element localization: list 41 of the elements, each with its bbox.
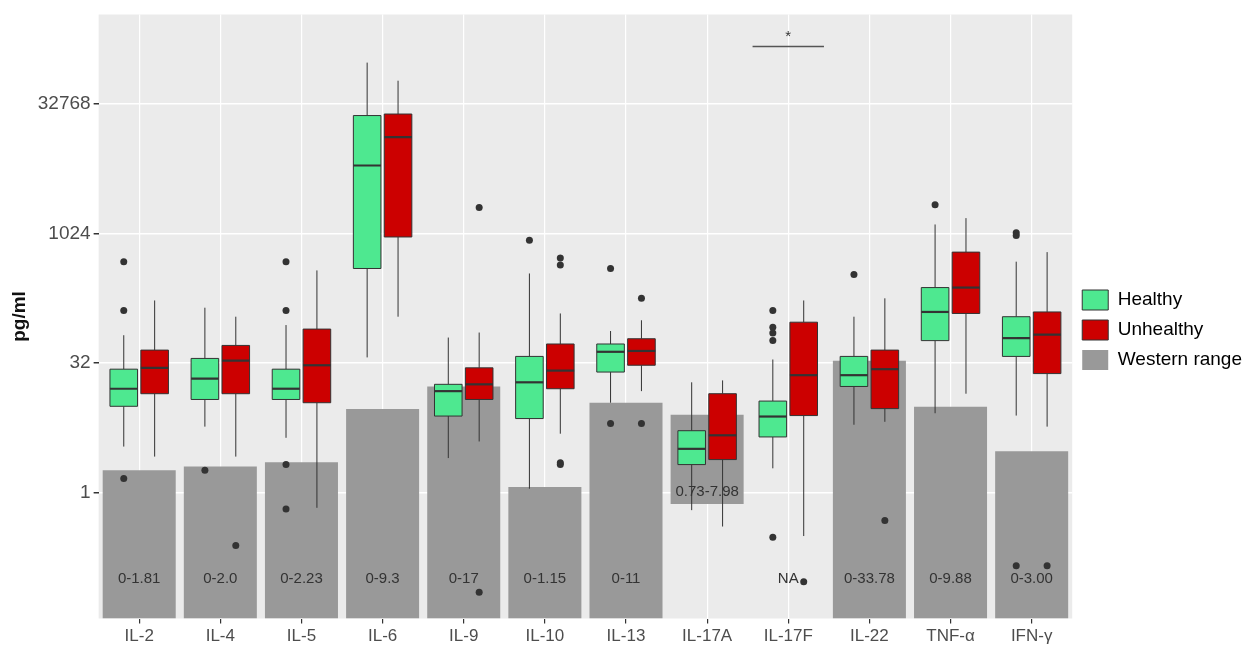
data-label: 0-3.00 xyxy=(1010,568,1053,586)
x-tick-label: IL-13 xyxy=(606,626,646,646)
bar xyxy=(589,402,663,619)
bar xyxy=(914,406,988,619)
x-tick-label: IL-10 xyxy=(525,626,565,646)
bar xyxy=(508,487,582,619)
y-tick-label: 1 xyxy=(80,480,91,502)
bar xyxy=(102,470,176,619)
text: NA xyxy=(777,568,799,586)
x-tick-label: IL-17F xyxy=(763,626,813,646)
data-label: 0-1.81 xyxy=(117,568,161,586)
y-tick-label: 32768 xyxy=(37,92,91,114)
bar xyxy=(183,466,257,619)
x-tick-label: IFN-γ xyxy=(1010,626,1053,646)
legend-label: Unhealthy xyxy=(1117,318,1204,340)
x-tick-label: IL-2 xyxy=(124,626,154,646)
bar xyxy=(995,451,1069,619)
data-label: 0-9.88 xyxy=(929,568,972,586)
data-label: 0-11 xyxy=(611,568,641,586)
x-tick-label: IL-5 xyxy=(286,626,317,646)
data-label: 0-9.3 xyxy=(365,568,400,586)
bar xyxy=(346,409,420,619)
legend-label: Healthy xyxy=(1117,288,1183,310)
x-tick-label: IL-9 xyxy=(449,626,479,646)
bar xyxy=(427,386,501,619)
y-tick-label: 32 xyxy=(69,351,91,373)
x-tick-label: TNF-α xyxy=(926,626,975,646)
bar xyxy=(264,462,338,619)
data-label: 0-2.23 xyxy=(280,568,323,586)
data-label: 0-17 xyxy=(448,568,479,586)
x-tick-label: IL-22 xyxy=(850,626,889,646)
data-label: 0-33.78 xyxy=(843,568,895,586)
y-tick-label: 1024 xyxy=(48,221,92,243)
y-axis-title: pg/ml xyxy=(7,291,29,342)
data-label: 0-1.15 xyxy=(523,568,567,586)
data-label: 0-2.0 xyxy=(203,568,238,586)
x-tick-label: IL-17A xyxy=(682,626,733,646)
x-tick-label: IL-6 xyxy=(367,626,398,646)
annotation: * xyxy=(785,26,792,44)
x-tick-label: IL-4 xyxy=(205,626,235,646)
legend-label: Western range xyxy=(1117,348,1243,370)
